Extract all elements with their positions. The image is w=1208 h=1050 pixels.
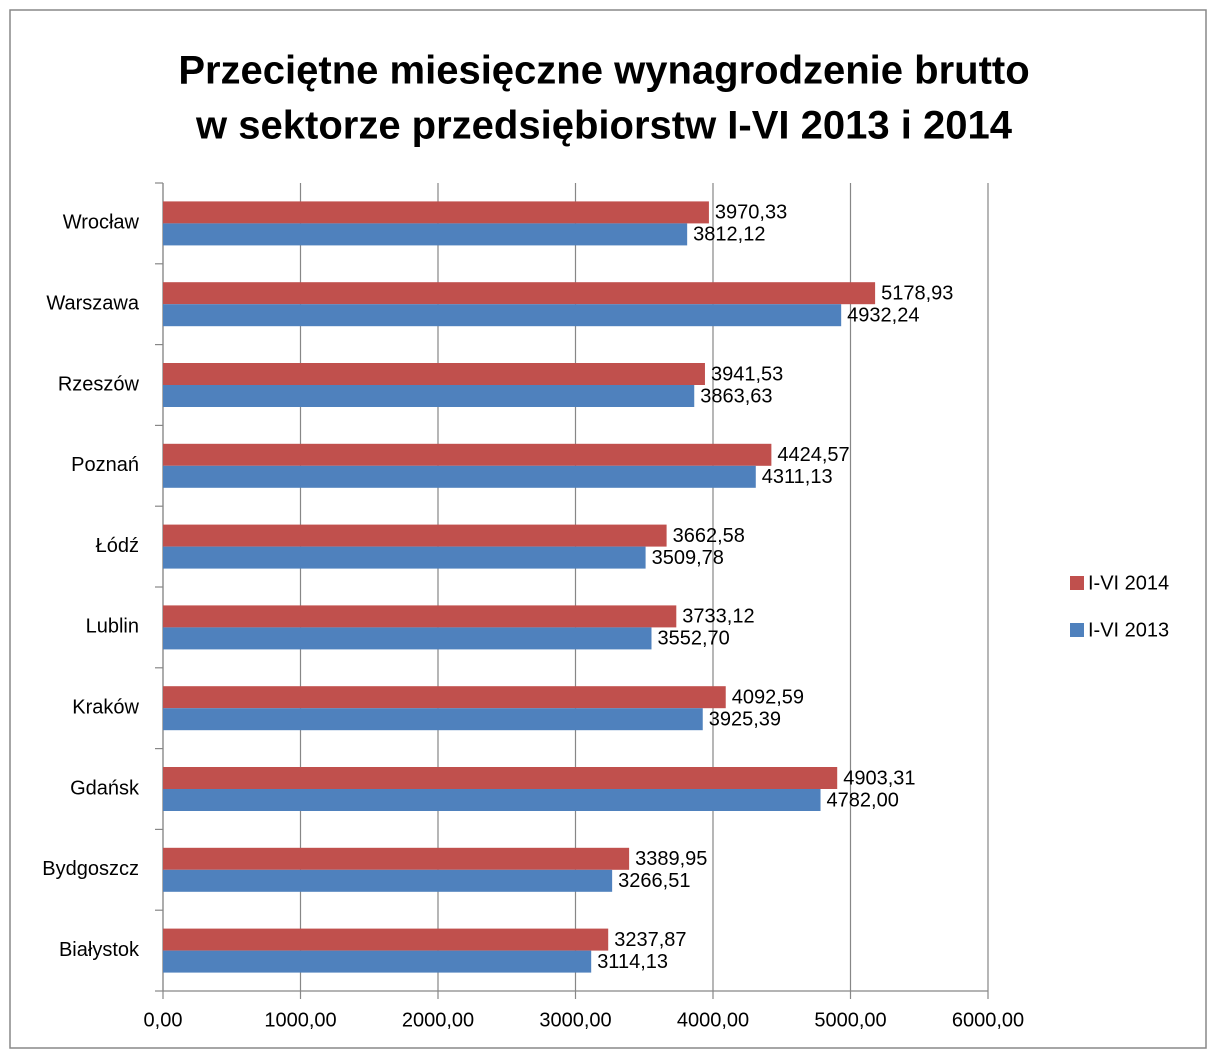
data-label: 5178,93: [881, 282, 953, 304]
bar: [163, 847, 630, 870]
bar: [163, 465, 756, 488]
legend-label: I-VI 2014: [1088, 572, 1169, 594]
x-tick-label: 3000,00: [539, 1009, 611, 1031]
data-label: 3389,95: [635, 848, 707, 870]
bar: [163, 443, 772, 466]
x-tick-label: 1000,00: [264, 1009, 336, 1031]
data-label: 3237,87: [614, 929, 686, 951]
data-label: 3925,39: [709, 708, 781, 730]
data-label: 4311,13: [762, 466, 833, 488]
bar: [163, 869, 613, 892]
y-tick-label: Poznań: [71, 454, 139, 476]
y-tick-label: Kraków: [72, 696, 139, 718]
data-label: 4903,31: [843, 767, 915, 789]
bar: [163, 928, 609, 951]
legend-swatch: [1070, 576, 1084, 590]
y-tick-label: Warszawa: [46, 292, 139, 314]
data-label: 3662,58: [673, 525, 745, 547]
x-tick-label: 6000,00: [952, 1009, 1024, 1031]
data-label: 3509,78: [652, 547, 724, 569]
x-tick-label: 0,00: [144, 1009, 183, 1031]
bar: [163, 627, 652, 650]
data-label: 4782,00: [827, 789, 899, 811]
bar: [163, 282, 876, 305]
bar: [163, 950, 592, 973]
x-tick-label: 5000,00: [814, 1009, 886, 1031]
bar: [163, 546, 646, 569]
data-label: 3812,12: [693, 224, 765, 246]
bar: [163, 385, 695, 407]
bar: [163, 223, 688, 246]
chart-title: Przeciętne miesięczne wynagrodzenie brut…: [178, 49, 1029, 93]
x-tick-label: 4000,00: [677, 1009, 749, 1031]
legend-swatch: [1070, 623, 1084, 637]
data-label: 3970,33: [715, 202, 787, 224]
y-tick-label: Rzeszów: [58, 373, 140, 395]
y-tick-label: Bydgoszcz: [42, 858, 139, 880]
data-label: 3114,13: [597, 951, 668, 973]
data-label: 3941,53: [711, 363, 783, 385]
y-tick-label: Białystok: [59, 939, 140, 961]
x-tick-label: 2000,00: [402, 1009, 474, 1031]
bar: [163, 789, 821, 811]
bar: [163, 201, 709, 224]
bar: [163, 605, 677, 628]
chart-title: w sektorze przedsiębiorstw I-VI 2013 i 2…: [195, 104, 1013, 148]
y-tick-label: Gdańsk: [70, 777, 140, 799]
data-label: 3552,70: [657, 628, 729, 650]
y-tick-label: Łódź: [96, 535, 139, 557]
bar: [163, 363, 705, 385]
y-tick-label: Lublin: [86, 616, 139, 638]
bar: [163, 708, 703, 731]
data-label: 4932,24: [847, 304, 919, 326]
bar: [163, 524, 667, 547]
bar: [163, 767, 838, 789]
data-label: 3733,12: [682, 606, 754, 628]
data-label: 4092,59: [732, 686, 804, 708]
legend-label: I-VI 2013: [1088, 619, 1169, 641]
data-label: 3266,51: [618, 870, 690, 892]
bar: [163, 304, 842, 327]
bar: [163, 686, 726, 709]
data-label: 3863,63: [700, 385, 772, 407]
y-tick-label: Wrocław: [63, 212, 140, 234]
data-label: 4424,57: [777, 444, 849, 466]
